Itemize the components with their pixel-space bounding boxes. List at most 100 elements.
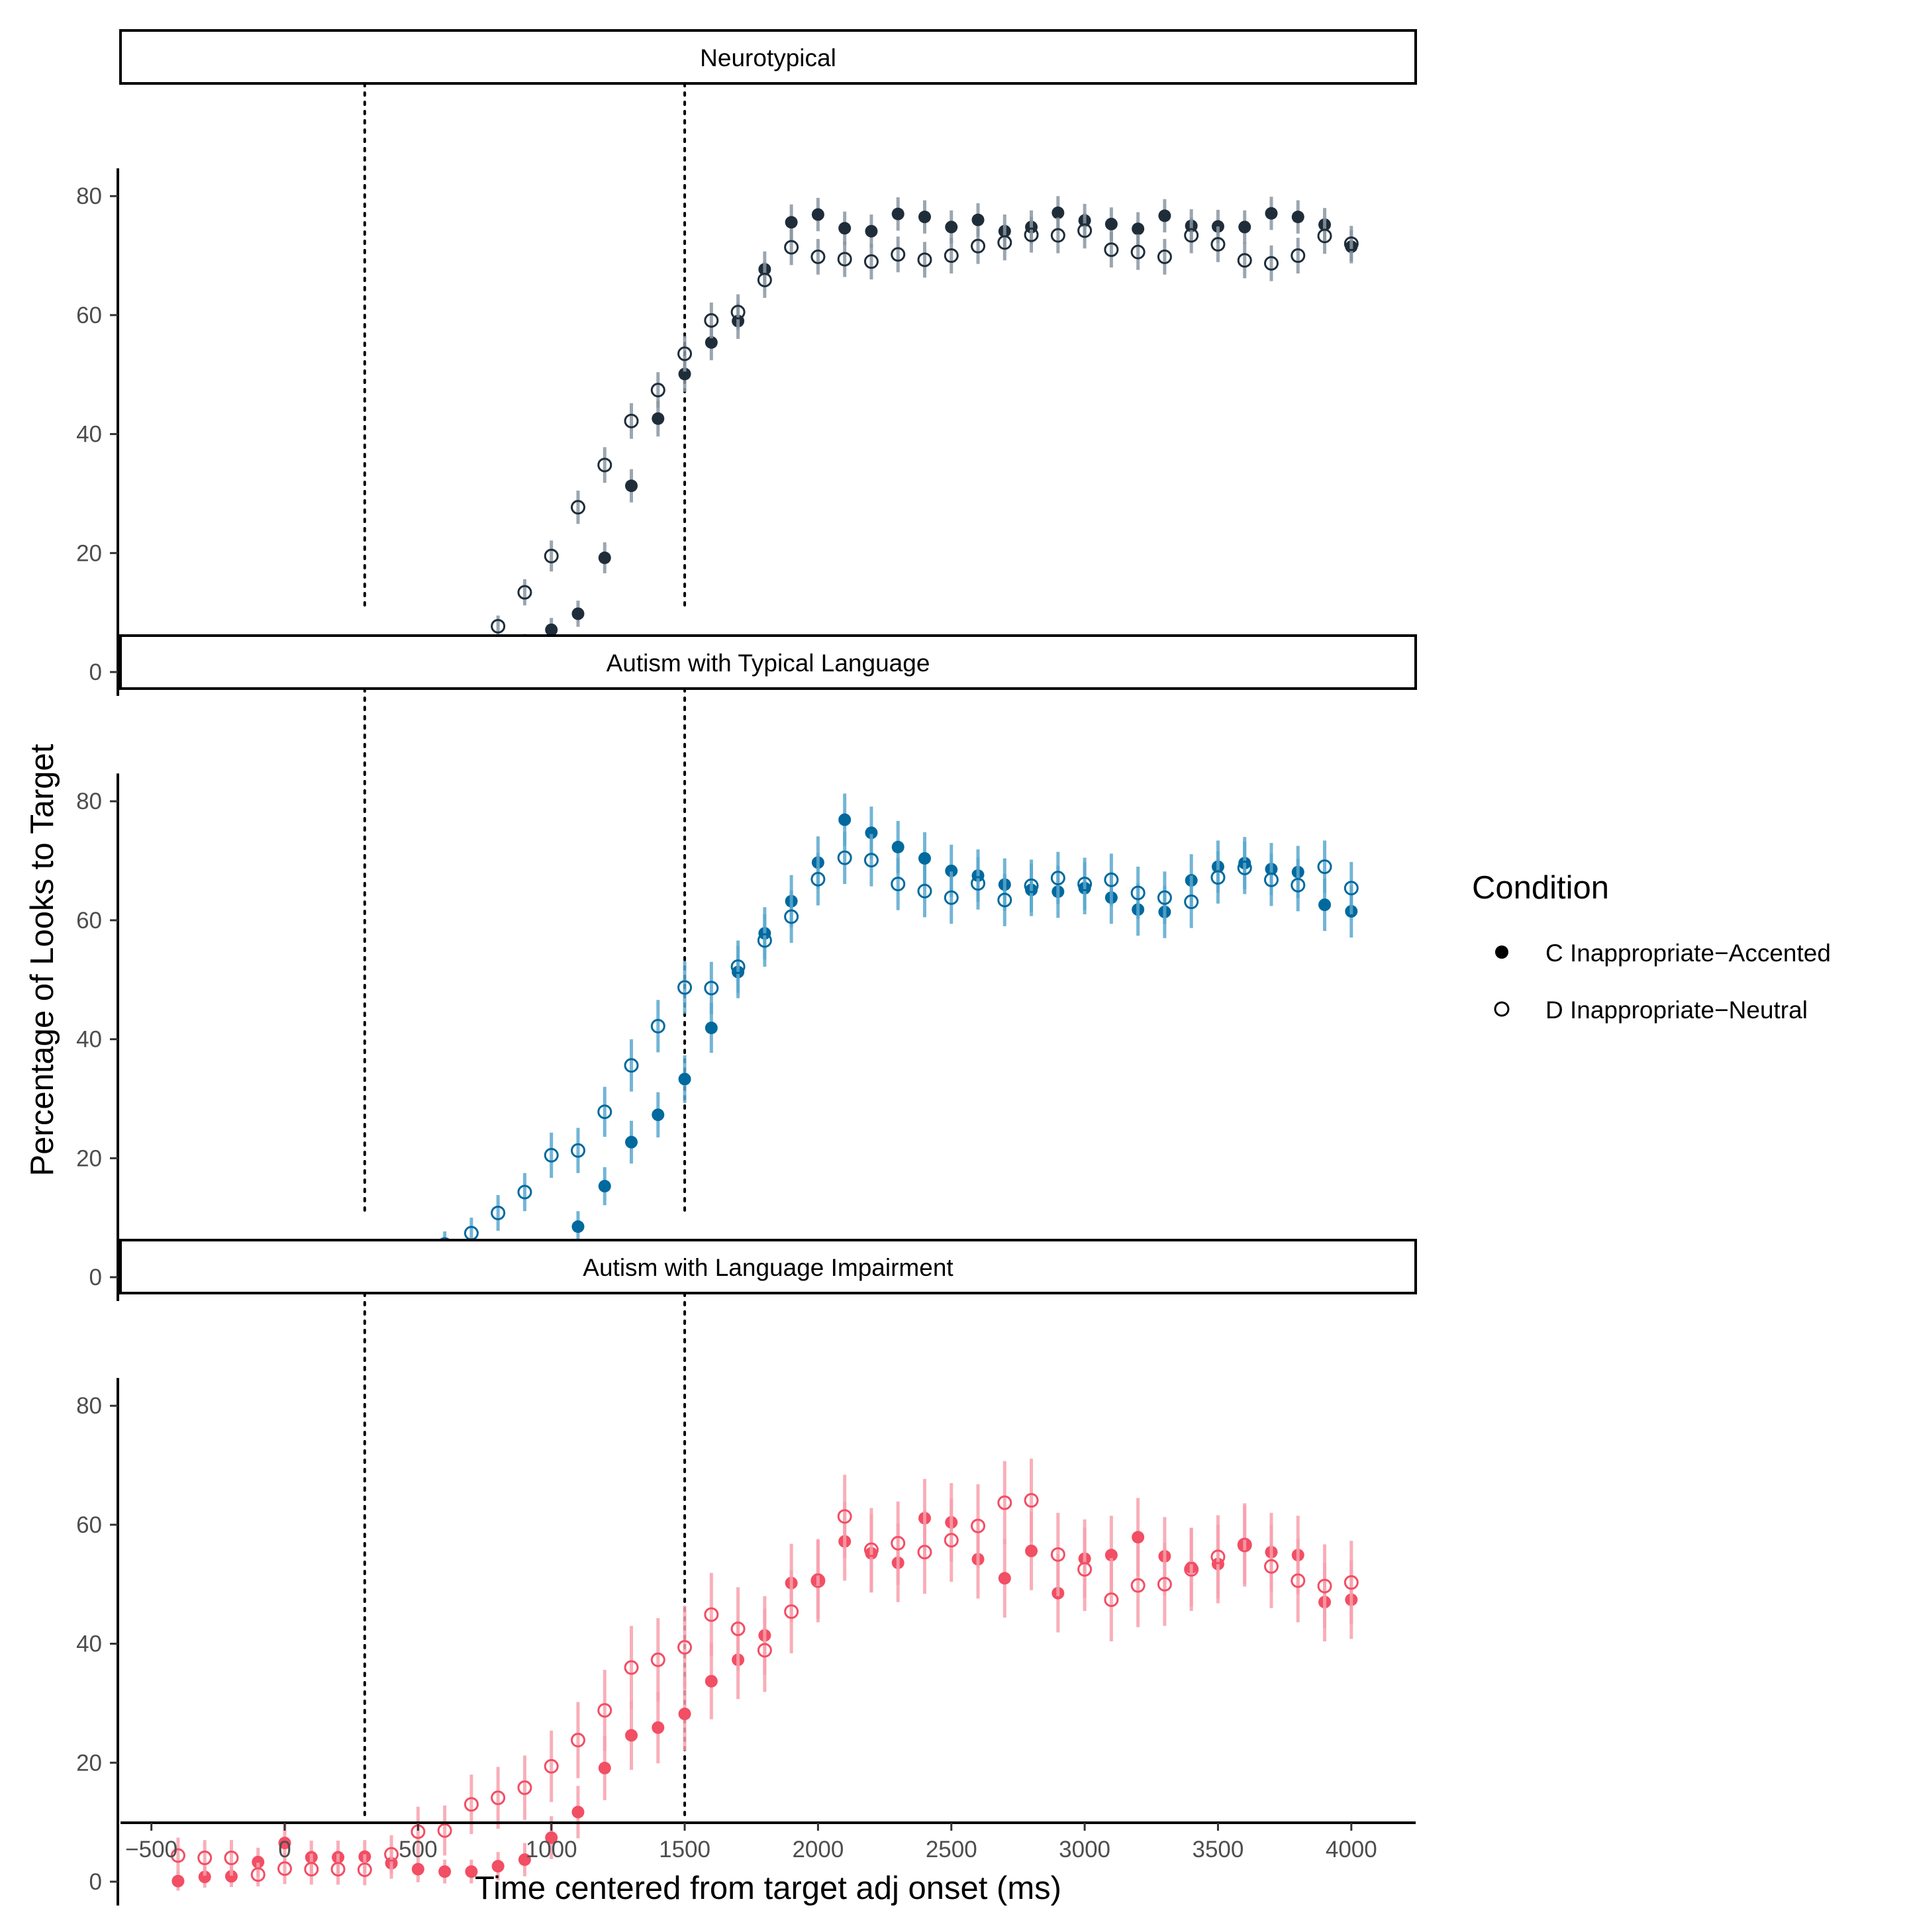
data-point-open — [757, 272, 772, 287]
data-point-open — [650, 383, 665, 398]
data-point-filled — [705, 336, 718, 349]
data-point-open — [1104, 242, 1119, 258]
data-point-filled — [571, 607, 585, 620]
data-point-open — [730, 1621, 746, 1637]
data-point-open — [357, 1862, 372, 1878]
y-tick-label: 80 — [76, 789, 102, 814]
x-tick-label: 1000 — [526, 1837, 577, 1862]
data-point-open — [971, 1518, 986, 1533]
data-point-open — [704, 313, 719, 328]
data-point-open — [1050, 1547, 1065, 1562]
panel-marks — [170, 1292, 1359, 1891]
data-point-open — [810, 249, 826, 264]
data-point-open — [891, 1535, 906, 1551]
data-point-open — [944, 1533, 959, 1548]
data-point-open — [570, 1733, 585, 1748]
data-point-open — [1263, 1559, 1279, 1574]
data-point-open — [1344, 1575, 1359, 1590]
x-tick-label: 1500 — [659, 1837, 710, 1862]
y-tick-label: 40 — [76, 422, 102, 448]
data-point-filled — [705, 1022, 718, 1035]
data-point-open — [1210, 870, 1226, 885]
data-point-open — [863, 1542, 879, 1557]
data-point-filled — [1265, 207, 1278, 220]
data-point-open — [1263, 256, 1279, 271]
legend-label-accented: C Inappropriate−Accented — [1545, 940, 1831, 967]
data-point-filled — [625, 1135, 638, 1149]
data-point-filled — [1104, 217, 1118, 230]
x-tick-label: 2500 — [926, 1837, 977, 1862]
data-point-open — [624, 413, 639, 428]
y-axis-title: Percentage of Looks to Target — [24, 744, 60, 1176]
data-point-open — [971, 876, 986, 891]
legend-marker-open — [1494, 1001, 1510, 1017]
data-point-open — [704, 1607, 719, 1622]
data-point-open — [1317, 859, 1332, 875]
data-point-filled — [1132, 1531, 1145, 1544]
data-point-open — [170, 1848, 185, 1863]
data-point-filled — [1104, 1549, 1118, 1562]
data-point-open — [891, 247, 906, 262]
data-point-filled — [571, 1806, 585, 1819]
data-point-open — [1237, 253, 1252, 268]
data-point-open — [597, 458, 612, 473]
data-point-open — [250, 1867, 266, 1882]
legend-title: Condition — [1472, 870, 1609, 906]
data-point-open — [491, 1790, 506, 1806]
data-point-open — [624, 1660, 639, 1675]
data-point-filled — [652, 1108, 665, 1122]
data-point-open — [224, 1851, 239, 1866]
data-point-filled — [678, 1073, 691, 1086]
data-point-filled — [891, 840, 905, 853]
y-axis-ticks: 0 20 40 60 80 — [76, 773, 119, 1301]
data-point-open — [837, 850, 852, 865]
data-point-open — [1050, 871, 1065, 886]
x-tick-label: 4000 — [1326, 1837, 1377, 1862]
data-point-open — [1077, 1562, 1093, 1577]
data-point-open — [837, 1509, 852, 1524]
data-point-open — [277, 1861, 292, 1876]
data-point-open — [784, 1604, 799, 1619]
data-point-open — [544, 1147, 559, 1163]
data-point-filled — [945, 864, 958, 877]
y-tick-label: 0 — [89, 1265, 102, 1290]
panel-strip — [119, 1239, 1417, 1294]
data-point-filled — [838, 222, 852, 235]
x-tick-label: 0 — [278, 1837, 291, 1862]
data-point-open — [1024, 1493, 1039, 1508]
series-accented — [171, 1478, 1358, 1891]
data-point-filled — [625, 1729, 638, 1742]
data-point-filled — [411, 1862, 424, 1876]
data-point-filled — [1132, 222, 1145, 236]
data-point-open — [1184, 1562, 1199, 1577]
series-neutral — [170, 1459, 1359, 1887]
data-point-open — [971, 238, 986, 254]
data-point-filled — [865, 826, 878, 840]
data-point-filled — [545, 1831, 558, 1845]
data-point-open — [437, 1823, 452, 1838]
panel-title: Autism with Typical Language — [607, 650, 930, 677]
data-point-open — [1130, 885, 1146, 900]
y-tick-label: 20 — [76, 1145, 102, 1171]
data-point-open — [1077, 223, 1093, 238]
panel-title: Neurotypical — [700, 44, 836, 72]
data-point-open — [944, 890, 959, 905]
data-point-open — [784, 909, 799, 924]
y-tick-label: 0 — [89, 1869, 102, 1895]
y-tick-label: 80 — [76, 1393, 102, 1419]
data-point-open — [384, 1847, 399, 1862]
data-point-filled — [1025, 1544, 1038, 1557]
data-point-filled — [678, 367, 691, 381]
data-point-filled — [678, 1708, 691, 1721]
data-point-filled — [1318, 898, 1332, 912]
data-point-open — [730, 959, 746, 974]
y-tick-label: 40 — [76, 1027, 102, 1053]
panel-strip — [119, 29, 1417, 85]
data-point-filled — [785, 216, 798, 229]
y-tick-label: 60 — [76, 908, 102, 934]
data-point-open — [544, 1759, 559, 1774]
data-point-open — [917, 883, 932, 898]
series-neutral — [170, 832, 1359, 1279]
